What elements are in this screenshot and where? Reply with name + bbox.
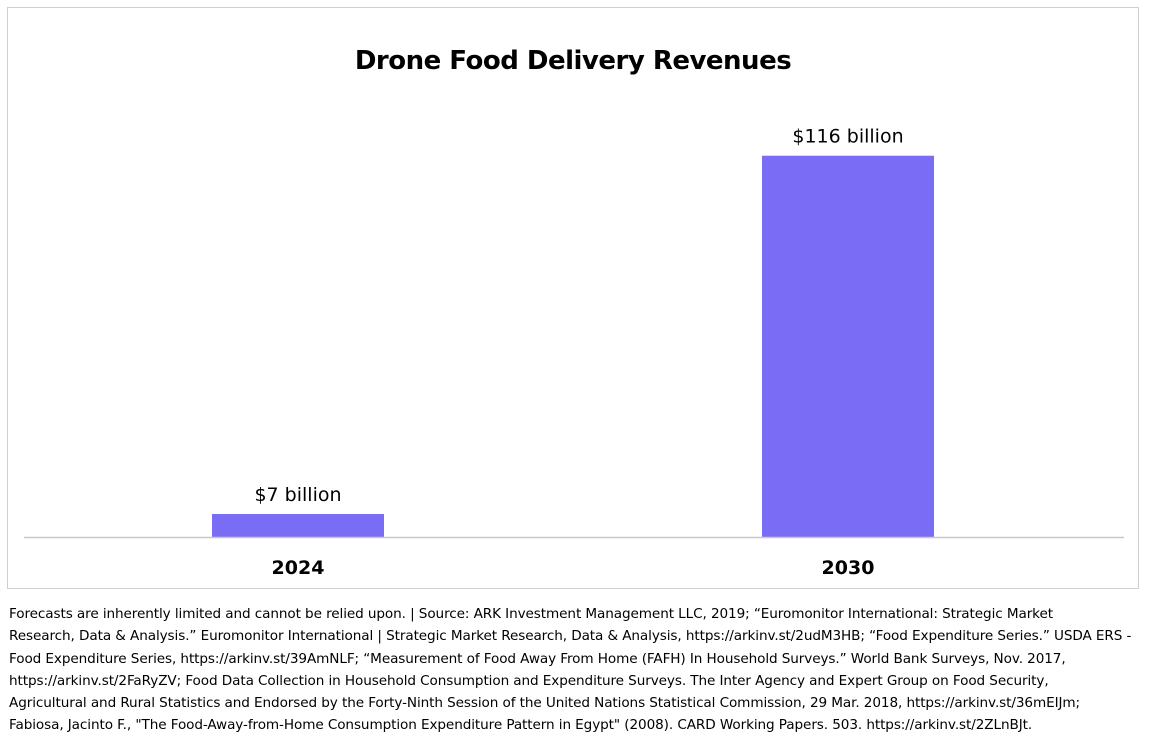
footnote-line: Research, Data & Analysis.” Euromonitor … xyxy=(9,628,1132,645)
chart-title: Drone Food Delivery Revenues xyxy=(354,46,792,76)
data-label-2024: $7 billion xyxy=(254,484,341,506)
x-tick-label-2024: 2024 xyxy=(272,557,325,579)
bar-chart-plot: $7 billion 2024 $116 billion 2030 xyxy=(24,126,1124,579)
bar-2030 xyxy=(762,155,934,537)
footnote-line: Forecasts are inherently limited and can… xyxy=(9,606,1053,622)
data-label-2030: $116 billion xyxy=(792,126,903,148)
bar-2024 xyxy=(212,513,384,537)
chart-container: Drone Food Delivery Revenues $7 billion 2… xyxy=(7,7,1139,589)
footnote-line: Fabiosa, Jacinto F., "The Food-Away-from… xyxy=(9,717,1033,734)
footnote-line: Food Expenditure Series, https://arkinv.… xyxy=(9,650,1066,667)
footnote-line: Agricultural and Rural Statistics and En… xyxy=(9,695,1081,712)
x-tick-label-2030: 2030 xyxy=(822,557,875,579)
source-footnote: Forecasts are inherently limited and can… xyxy=(9,603,1141,737)
footnote-line: https://arkinv.st/2FaRyZV; Food Data Col… xyxy=(9,672,1049,689)
